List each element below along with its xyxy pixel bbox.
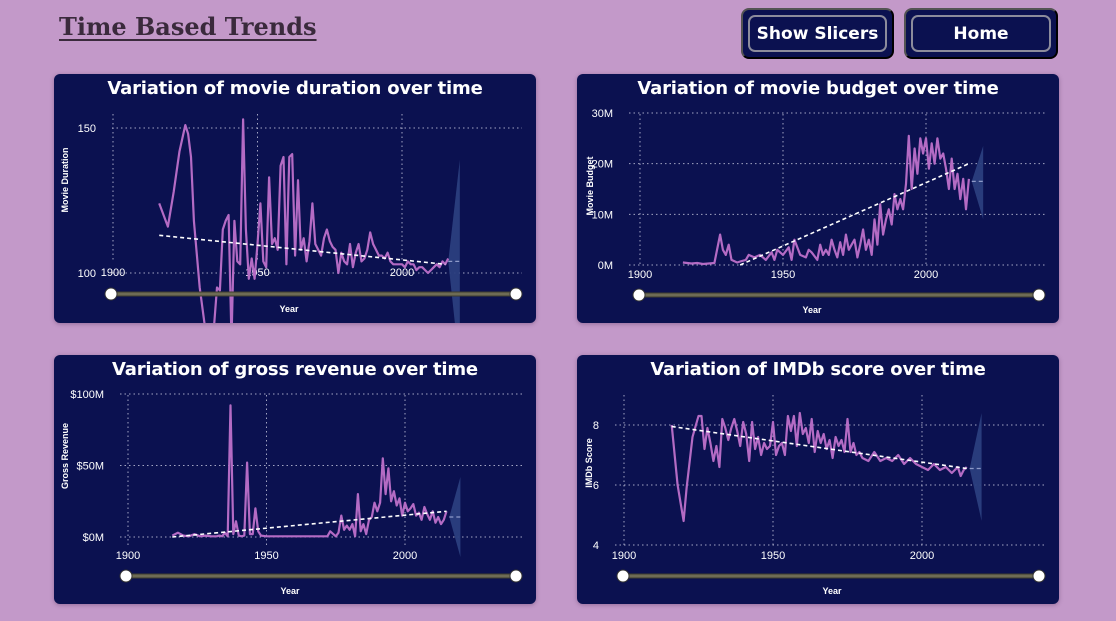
y-tick-label: 4 — [593, 540, 599, 552]
x-tick-label: 2000 — [910, 550, 934, 562]
x-tick-label: 2000 — [914, 269, 938, 281]
x-tick-label: 1900 — [116, 550, 140, 562]
slider-handle-end[interactable] — [1032, 569, 1046, 583]
chart-title: Variation of movie duration over time — [107, 78, 483, 99]
y-tick-label: 10M — [592, 209, 613, 221]
series-line — [158, 118, 450, 323]
x-tick-label: 1950 — [245, 267, 269, 279]
x-tick-label: 1950 — [761, 550, 785, 562]
forecast-band — [448, 159, 460, 323]
duration-line-chart: 100 150 1900 1950 2000 Year Movie Duration — [60, 114, 523, 323]
slider-handle-end[interactable] — [1032, 288, 1046, 302]
forecast-band — [971, 145, 984, 220]
y-tick-label: 6 — [593, 480, 599, 492]
budget-line-chart: 0M 10M 20M 30M 1900 1950 2000 Year Movie Budget — [585, 108, 1046, 315]
y-tick-label: 150 — [78, 123, 96, 135]
slider-handle-start[interactable] — [632, 288, 646, 302]
x-tick-label: 2000 — [393, 550, 417, 562]
x-tick-label: 1900 — [628, 269, 652, 281]
slider-handle-start[interactable] — [119, 569, 133, 583]
budget-chart-card: Variation of movie budget over time 0M 10… — [577, 74, 1059, 323]
show-slicers-button[interactable]: Show Slicers — [741, 8, 894, 59]
forecast-band — [969, 413, 982, 521]
x-axis-title: Year — [822, 586, 842, 596]
trend-line — [159, 234, 446, 266]
gross-line-chart: $0M $50M $100M 1900 1950 2000 Year Gross Revenu… — [60, 389, 523, 596]
slider-handle-end[interactable] — [509, 287, 523, 301]
gross-chart-card: Variation of gross revenue over time $0M… — [54, 355, 536, 604]
imdb-line-chart: 4 6 8 1900 1950 2000 Year IMDb Score — [584, 395, 1046, 596]
x-tick-label: 2000 — [390, 267, 414, 279]
slider-handle-start[interactable] — [104, 287, 118, 301]
y-axis-title: Gross Revenue — [60, 423, 70, 489]
x-axis-title: Year — [279, 304, 299, 314]
y-axis-title: Movie Budget — [585, 156, 595, 215]
imdb-chart-card: Variation of IMDb score over time 4 6 8 190… — [577, 355, 1059, 604]
x-tick-label: 1900 — [101, 267, 125, 279]
y-tick-label: 30M — [592, 108, 613, 120]
forecast-band — [449, 476, 461, 558]
x-axis-title: Year — [280, 586, 300, 596]
slider-handle-start[interactable] — [616, 569, 630, 583]
y-axis-title: IMDb Score — [584, 438, 594, 488]
series-line — [682, 134, 970, 266]
trend-line — [671, 425, 967, 470]
home-button[interactable]: Home — [904, 8, 1058, 59]
trend-line — [172, 510, 447, 538]
chart-title: Variation of gross revenue over time — [112, 359, 478, 380]
y-tick-label: $50M — [76, 461, 104, 473]
y-tick-label: 8 — [593, 420, 599, 432]
chart-title: Variation of IMDb score over time — [650, 359, 986, 380]
x-tick-label: 1900 — [612, 550, 636, 562]
duration-chart-card: Variation of movie duration over time 10… — [54, 74, 536, 323]
page-title: Time Based Trends — [59, 12, 317, 41]
y-tick-label: 0M — [598, 260, 613, 272]
series-line — [670, 411, 968, 523]
slider-handle-end[interactable] — [509, 569, 523, 583]
chart-title: Variation of movie budget over time — [637, 78, 999, 99]
home-label: Home — [911, 15, 1051, 52]
y-axis-title: Movie Duration — [60, 147, 70, 212]
show-slicers-label: Show Slicers — [748, 15, 887, 52]
y-tick-label: 100 — [78, 268, 96, 280]
y-tick-label: $0M — [83, 532, 104, 544]
series-line — [171, 404, 448, 538]
y-tick-label: $100M — [70, 389, 104, 401]
x-tick-label: 1950 — [771, 269, 795, 281]
y-tick-label: 20M — [592, 159, 613, 171]
x-tick-label: 1950 — [254, 550, 278, 562]
x-axis-title: Year — [802, 305, 822, 315]
